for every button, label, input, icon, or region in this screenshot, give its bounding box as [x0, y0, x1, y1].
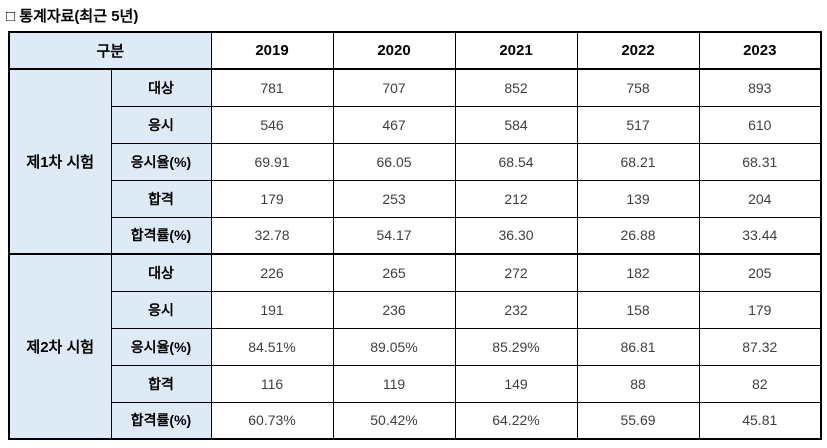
- table-cell: 182: [576, 253, 700, 292]
- table-cell: 236: [332, 290, 456, 329]
- row-label: 합격률(%): [110, 401, 212, 440]
- row-label: 합격률(%): [110, 216, 212, 255]
- table-cell: 26.88: [576, 216, 700, 255]
- table-row: 응시 546 467 584 517 610: [9, 105, 822, 144]
- table-cell: 205: [698, 253, 822, 292]
- table-cell: 36.30: [454, 216, 578, 255]
- page-title: □ 통계자료(최근 5년): [6, 8, 139, 25]
- header-cell-year-2020: 2020: [332, 31, 456, 70]
- table-row: 응시 191 236 232 158 179: [9, 290, 822, 329]
- table-row: 응시율(%) 69.91 66.05 68.54 68.21 68.31: [9, 142, 822, 181]
- table-row: 합격 116 119 149 88 82: [9, 364, 822, 403]
- table-cell: 69.91: [210, 142, 334, 181]
- table-cell: 707: [332, 68, 456, 107]
- row-label: 대상: [110, 253, 212, 292]
- row-label: 응시율(%): [110, 142, 212, 181]
- table-row: 응시율(%) 84.51% 89.05% 85.29% 86.81 87.32: [9, 327, 822, 366]
- table-cell: 758: [576, 68, 700, 107]
- table-row: 합격 179 253 212 139 204: [9, 179, 822, 218]
- table-row: 제1차 시험 대상 781 707 852 758 893: [8, 68, 822, 255]
- table-row: 합격률(%) 60.73% 50.42% 64.22% 55.69 45.81: [9, 401, 822, 440]
- table-cell: 139: [576, 179, 700, 218]
- row-label: 응시: [110, 105, 212, 144]
- row-label: 합격: [110, 179, 212, 218]
- table-cell: 66.05: [332, 142, 456, 181]
- row-label: 합격: [110, 364, 212, 403]
- table-cell: 50.42%: [332, 401, 456, 440]
- table-cell: 54.17: [332, 216, 456, 255]
- table-cell: 212: [454, 179, 578, 218]
- table-header-row: 구분 2019 2020 2021 2022 2023: [8, 31, 822, 70]
- table-row: 제2차 시험 대상 226 265 272 182 205: [8, 253, 822, 440]
- table-cell: 253: [332, 179, 456, 218]
- table-cell: 55.69: [576, 401, 700, 440]
- header-cell-year-2021: 2021: [454, 31, 578, 70]
- table-cell: 64.22%: [454, 401, 578, 440]
- table-cell: 68.31: [698, 142, 822, 181]
- table-cell: 84.51%: [210, 327, 334, 366]
- table-cell: 45.81: [698, 401, 822, 440]
- row-label: 대상: [110, 68, 212, 107]
- header-cell-year-2019: 2019: [210, 31, 334, 70]
- row-label: 응시율(%): [110, 327, 212, 366]
- group-label-exam1: 제1차 시험: [8, 68, 112, 255]
- table-cell: 852: [454, 68, 578, 107]
- table-cell: 88: [576, 364, 700, 403]
- table-cell: 86.81: [576, 327, 700, 366]
- table-cell: 204: [698, 179, 822, 218]
- table-cell: 33.44: [698, 216, 822, 255]
- table-cell: 158: [576, 290, 700, 329]
- table-row: 합격률(%) 32.78 54.17 36.30 26.88 33.44: [9, 216, 822, 255]
- table-cell: 232: [454, 290, 578, 329]
- table-cell: 226: [210, 253, 334, 292]
- table-cell: 179: [698, 290, 822, 329]
- table-cell: 265: [332, 253, 456, 292]
- row-label: 응시: [110, 290, 212, 329]
- table-cell: 546: [210, 105, 334, 144]
- table-cell: 893: [698, 68, 822, 107]
- table-cell: 584: [454, 105, 578, 144]
- header-cell-gubun: 구분: [8, 31, 212, 70]
- table-cell: 68.54: [454, 142, 578, 181]
- table-cell: 610: [698, 105, 822, 144]
- table-cell: 467: [332, 105, 456, 144]
- table-cell: 32.78: [210, 216, 334, 255]
- table-cell: 272: [454, 253, 578, 292]
- table-cell: 82: [698, 364, 822, 403]
- table-cell: 179: [210, 179, 334, 218]
- table-cell: 68.21: [576, 142, 700, 181]
- group-label-exam2: 제2차 시험: [8, 253, 112, 440]
- table-cell: 89.05%: [332, 327, 456, 366]
- table-cell: 116: [210, 364, 334, 403]
- table-cell: 60.73%: [210, 401, 334, 440]
- table-cell: 517: [576, 105, 700, 144]
- table-cell: 191: [210, 290, 334, 329]
- header-cell-year-2022: 2022: [576, 31, 700, 70]
- table-cell: 119: [332, 364, 456, 403]
- table-cell: 85.29%: [454, 327, 578, 366]
- header-cell-year-2023: 2023: [698, 31, 822, 70]
- table-cell: 87.32: [698, 327, 822, 366]
- statistics-table: 구분 2019 2020 2021 2022 2023 제1차 시험 대상 78…: [8, 31, 823, 440]
- table-cell: 149: [454, 364, 578, 403]
- table-cell: 781: [210, 68, 334, 107]
